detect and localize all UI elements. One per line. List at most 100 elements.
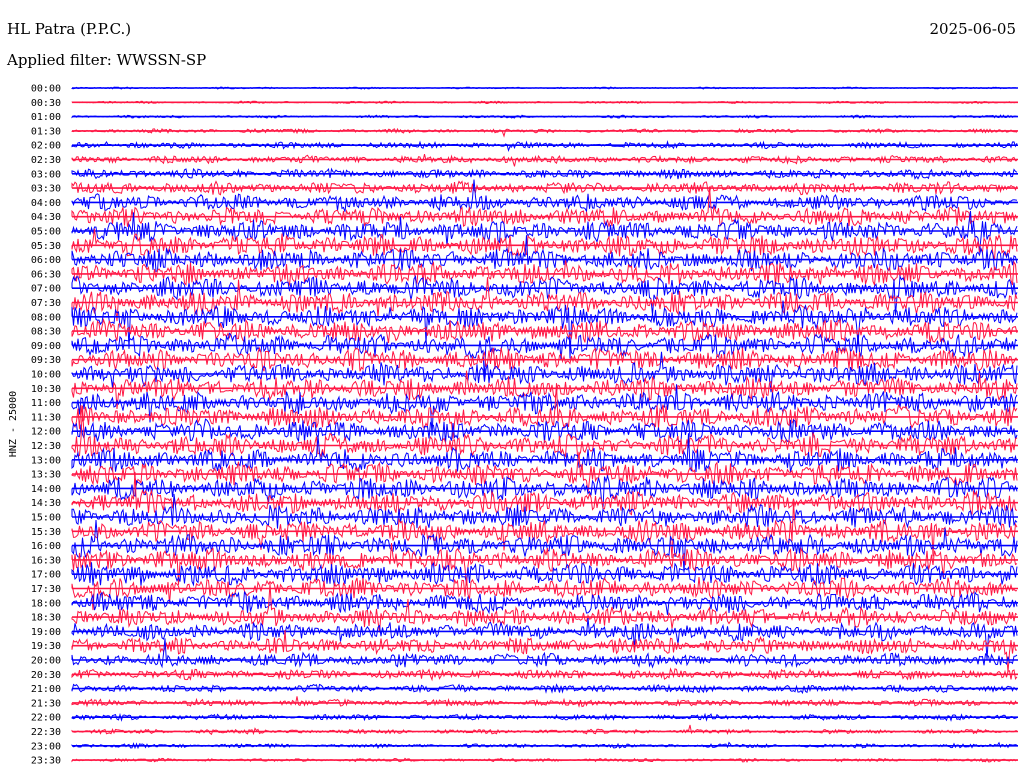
row-label: 10:00: [31, 370, 61, 381]
row-label: 16:00: [31, 541, 61, 552]
trace-line: [71, 629, 1018, 673]
trace-line: [71, 370, 1018, 410]
date-label: 2025-06-05: [929, 20, 1016, 38]
trace-layer: [71, 86, 1018, 763]
row-label: 22:00: [31, 713, 61, 724]
row-label: 06:30: [31, 269, 61, 280]
row-label: 15:00: [31, 513, 61, 524]
trace-line: [71, 433, 1018, 473]
trace-line: [71, 180, 1018, 196]
trace-line: [71, 153, 1018, 167]
trace-line: [71, 638, 1018, 669]
channel-label: HNZ - 25000: [8, 391, 19, 457]
row-label: 05:30: [31, 241, 61, 252]
trace-line: [71, 591, 1018, 615]
row-label: 19:30: [31, 641, 61, 652]
trace-line: [71, 561, 1018, 588]
row-label: 18:00: [31, 598, 61, 609]
row-label: 14:00: [31, 484, 61, 495]
trace-line: [71, 519, 1018, 573]
trace-line: [71, 583, 1018, 633]
trace-line: [71, 86, 1018, 90]
trace-line: [71, 179, 1018, 214]
trace-line: [71, 383, 1018, 439]
row-label: 00:30: [31, 98, 61, 109]
row-label: 01:00: [31, 112, 61, 123]
trace-line: [71, 260, 1018, 287]
trace-line: [71, 351, 1018, 393]
row-label: 21:30: [31, 698, 61, 709]
trace-line: [71, 186, 1018, 227]
row-label: 09:00: [31, 341, 61, 352]
trace-line: [71, 451, 1018, 493]
row-label: 20:00: [31, 656, 61, 667]
trace-line: [71, 576, 1018, 611]
trace-line: [71, 724, 1018, 736]
trace-line: [71, 346, 1017, 372]
row-label: 04:30: [31, 212, 61, 223]
trace-line: [71, 471, 1018, 516]
row-label: 05:00: [31, 227, 61, 238]
trace-line: [71, 332, 1018, 380]
row-label: 02:30: [31, 155, 61, 166]
row-label: 10:30: [31, 384, 61, 395]
trace-line: [71, 100, 1018, 105]
station-title: HL Patra (P.P.C.): [7, 20, 132, 38]
trace-line: [71, 127, 1018, 138]
row-label: 02:00: [31, 141, 61, 152]
row-label: 03:30: [31, 184, 61, 195]
row-label: 13:00: [31, 455, 61, 466]
trace-line: [71, 741, 1018, 750]
row-label: 20:30: [31, 670, 61, 681]
row-label: 07:30: [31, 298, 61, 309]
row-label-layer: 00:00 00:30 01:00 01:30 02:00 02:30 03:00 03:30…: [31, 84, 61, 767]
trace-line: [71, 493, 1018, 529]
trace-line: [71, 114, 1018, 119]
row-label: 23:30: [31, 756, 61, 767]
row-label: 12:00: [31, 427, 61, 438]
row-label: 19:00: [31, 627, 61, 638]
row-label: 12:30: [31, 441, 61, 452]
row-label: 07:00: [31, 284, 61, 295]
row-label: 06:00: [31, 255, 61, 266]
row-label: 00:00: [31, 84, 61, 95]
trace-line: [71, 667, 1018, 682]
row-label: 22:30: [31, 727, 61, 738]
row-label: 08:00: [31, 312, 61, 323]
row-label: 13:30: [31, 470, 61, 481]
trace-line: [71, 405, 1018, 458]
trace-line: [71, 384, 1018, 436]
trace-line: [71, 502, 1018, 559]
trace-line: [71, 140, 1018, 153]
trace-line: [71, 274, 1018, 316]
trace-line: [71, 618, 1018, 661]
trace-line: [71, 300, 1018, 359]
trace-line: [71, 418, 1018, 444]
row-label: 23:00: [31, 741, 61, 752]
trace-line: [71, 542, 1018, 586]
row-label: 11:00: [31, 398, 61, 409]
row-label: 09:30: [31, 355, 61, 366]
row-label: 16:30: [31, 555, 61, 566]
trace-line: [71, 167, 1018, 180]
trace-line: [71, 228, 1018, 261]
row-label: 18:30: [31, 613, 61, 624]
row-label: 11:30: [31, 412, 61, 423]
filter-label: Applied filter: WWSSN-SP: [7, 51, 207, 69]
trace-line: [71, 317, 1018, 345]
row-label: 04:00: [31, 198, 61, 209]
trace-line: [71, 712, 1018, 722]
trace-line: [71, 757, 1018, 763]
row-label: 17:00: [31, 570, 61, 581]
trace-line: [71, 474, 1018, 508]
row-label: 14:30: [31, 498, 61, 509]
row-label: 01:30: [31, 126, 61, 137]
row-label: 17:30: [31, 584, 61, 595]
row-label: 15:30: [31, 527, 61, 538]
trace-line: [71, 210, 1018, 253]
trace-line: [71, 696, 1018, 708]
row-label: 03:00: [31, 169, 61, 180]
trace-line: [71, 277, 1018, 322]
row-label: 21:00: [31, 684, 61, 695]
